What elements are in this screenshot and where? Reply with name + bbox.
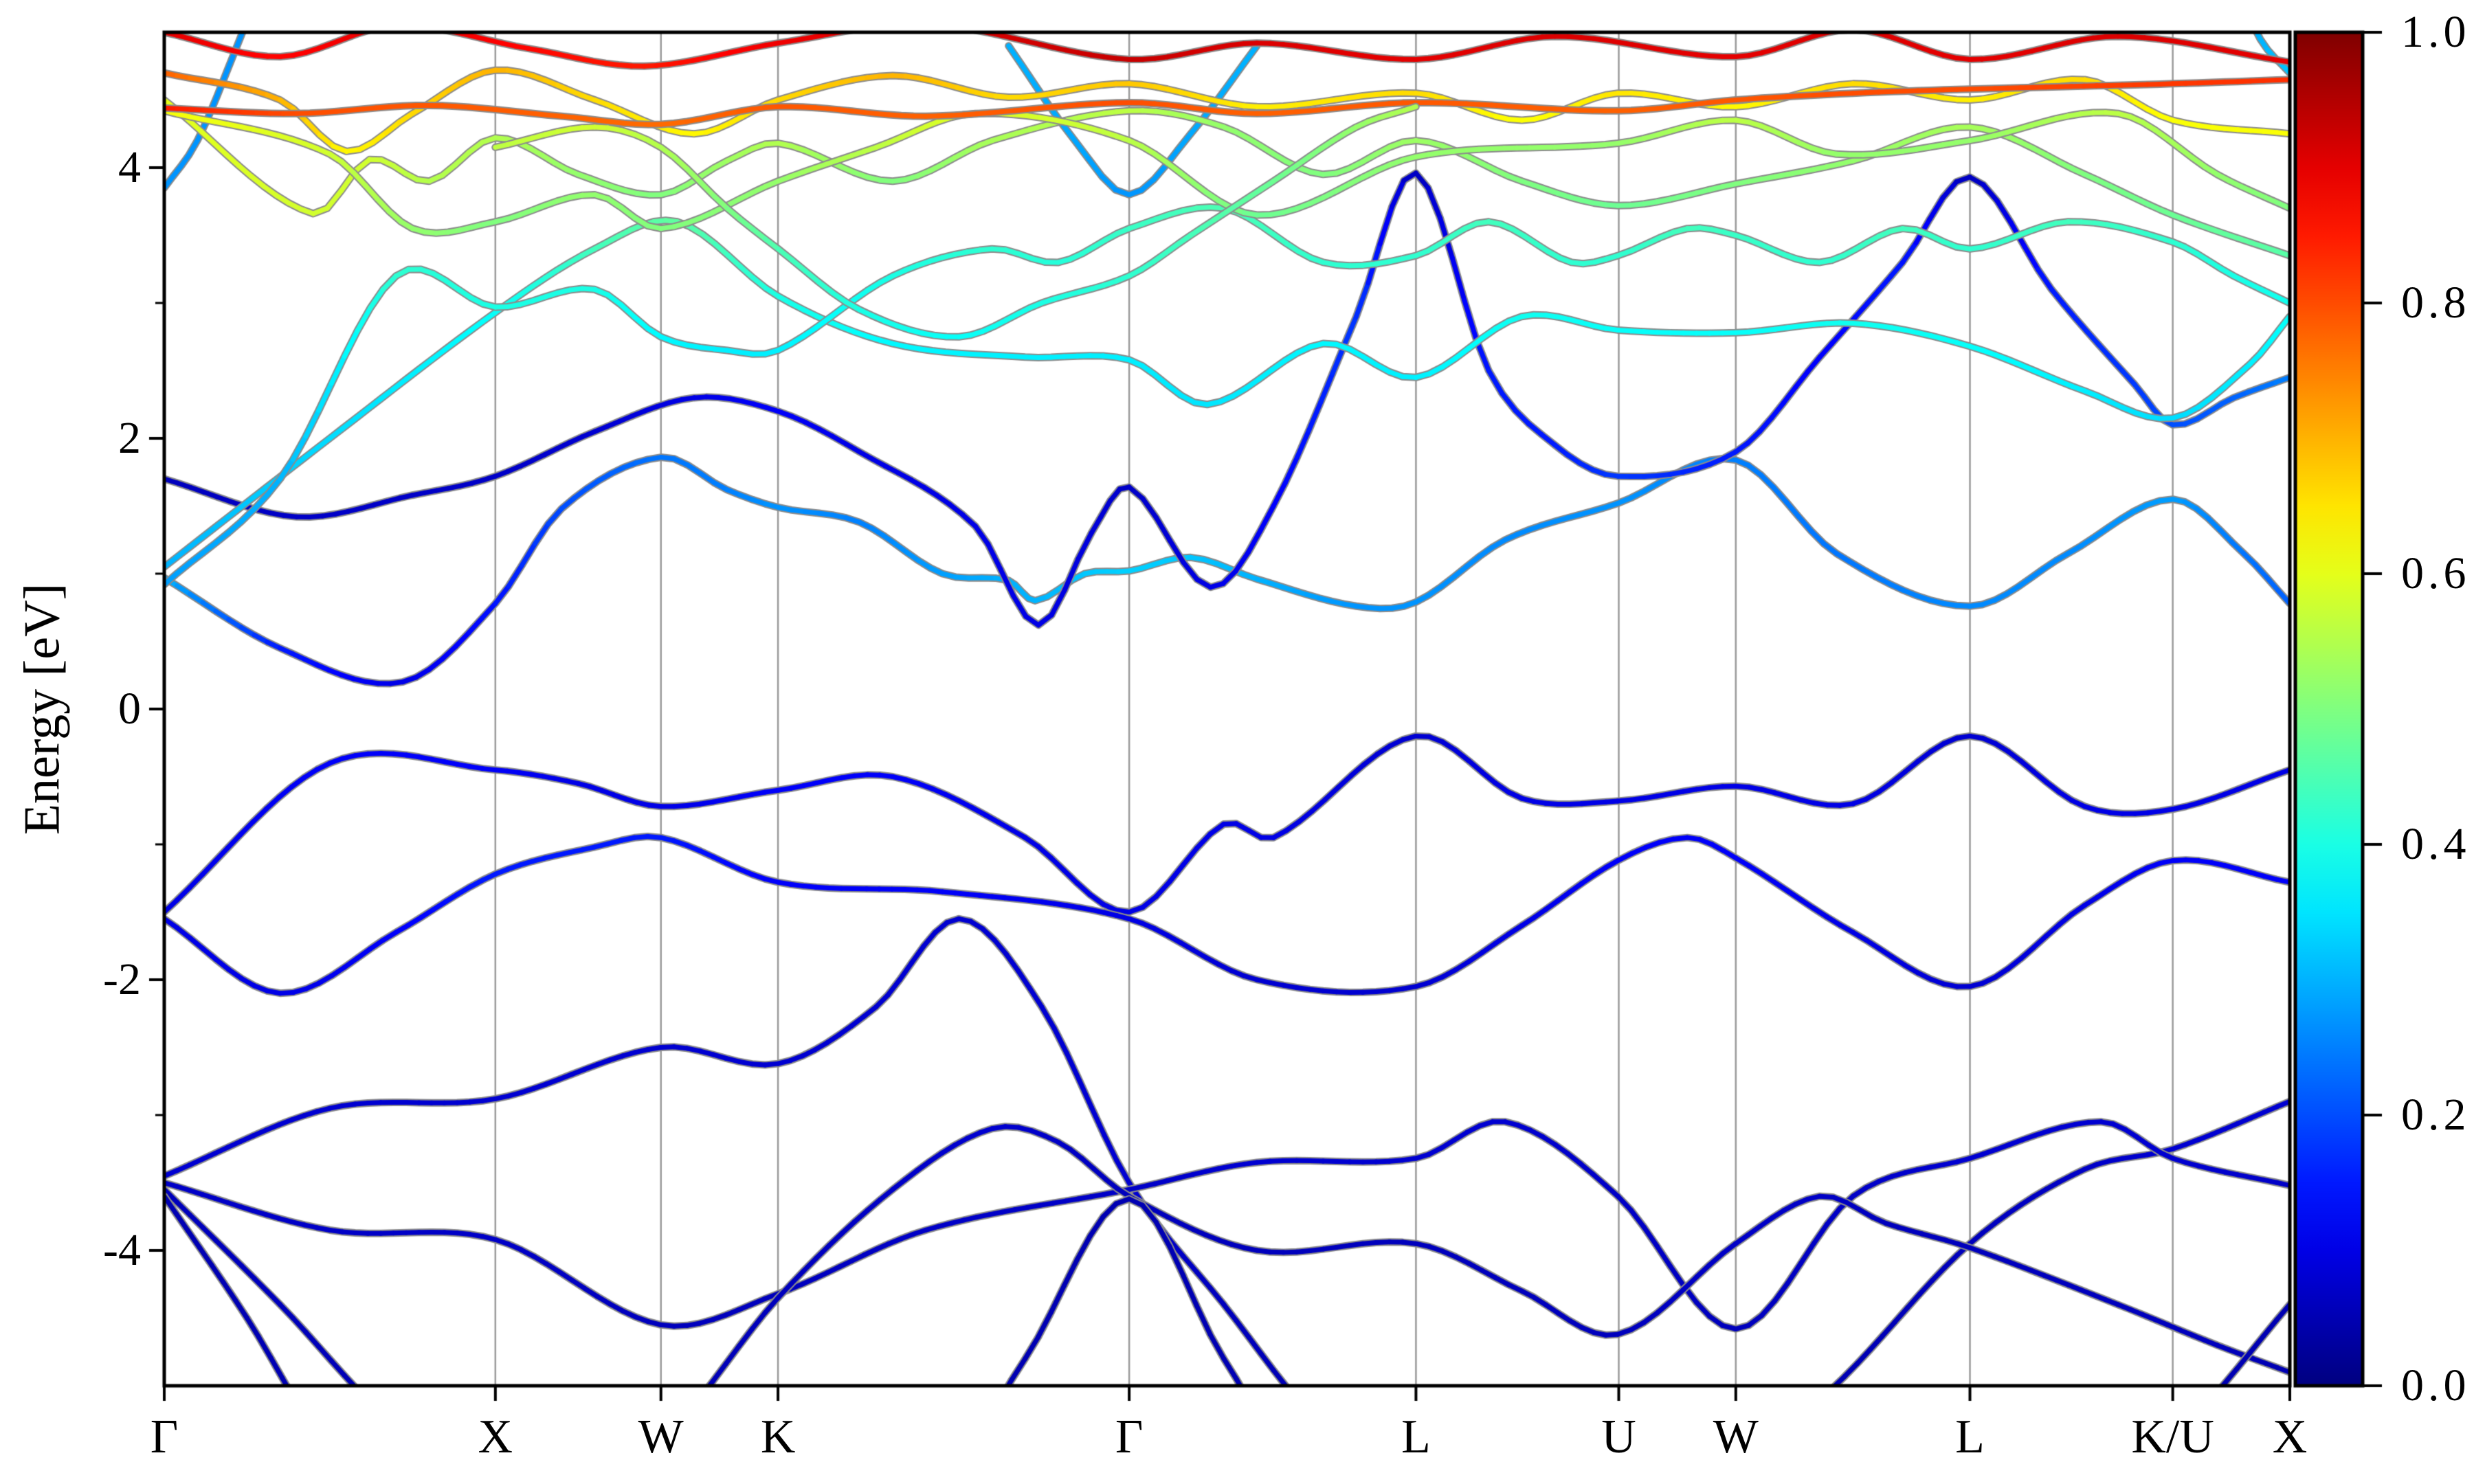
x-tick-label-7: W [1713, 1410, 1759, 1463]
x-tick-label-10: X [2272, 1410, 2308, 1463]
x-tick-label-5: L [1401, 1410, 1431, 1463]
colorbar-tick-label-1: 1.0 [2401, 7, 2471, 57]
y-tick-label--2: -2 [103, 954, 141, 1004]
y-tick-label--4: -4 [103, 1225, 141, 1275]
colorbar-tick-label-0.8: 0.8 [2401, 278, 2471, 328]
x-tick-label-0: Γ [150, 1410, 179, 1463]
y-tick-label-0: 0 [118, 684, 141, 734]
y-tick-label-4: 4 [118, 142, 141, 192]
y-axis-label: Energy [eV] [14, 583, 71, 835]
x-tick-label-8: L [1955, 1410, 1985, 1463]
x-tick-label-3: K [760, 1410, 796, 1463]
x-tick-label-4: Γ [1115, 1410, 1144, 1463]
x-tick-label-9: K/U [2131, 1410, 2214, 1463]
colorbar-tick-label-0: 0.0 [2401, 1360, 2471, 1410]
colorbar-tick-label-0.6: 0.6 [2401, 548, 2471, 598]
x-tick-label-2: W [638, 1410, 684, 1463]
x-tick-label-1: X [478, 1410, 513, 1463]
y-tick-label-2: 2 [118, 413, 141, 463]
colorbar-tick-label-0.4: 0.4 [2401, 819, 2471, 869]
colorbar-tick-label-0.2: 0.2 [2401, 1090, 2471, 1140]
x-tick-label-6: U [1601, 1410, 1636, 1463]
